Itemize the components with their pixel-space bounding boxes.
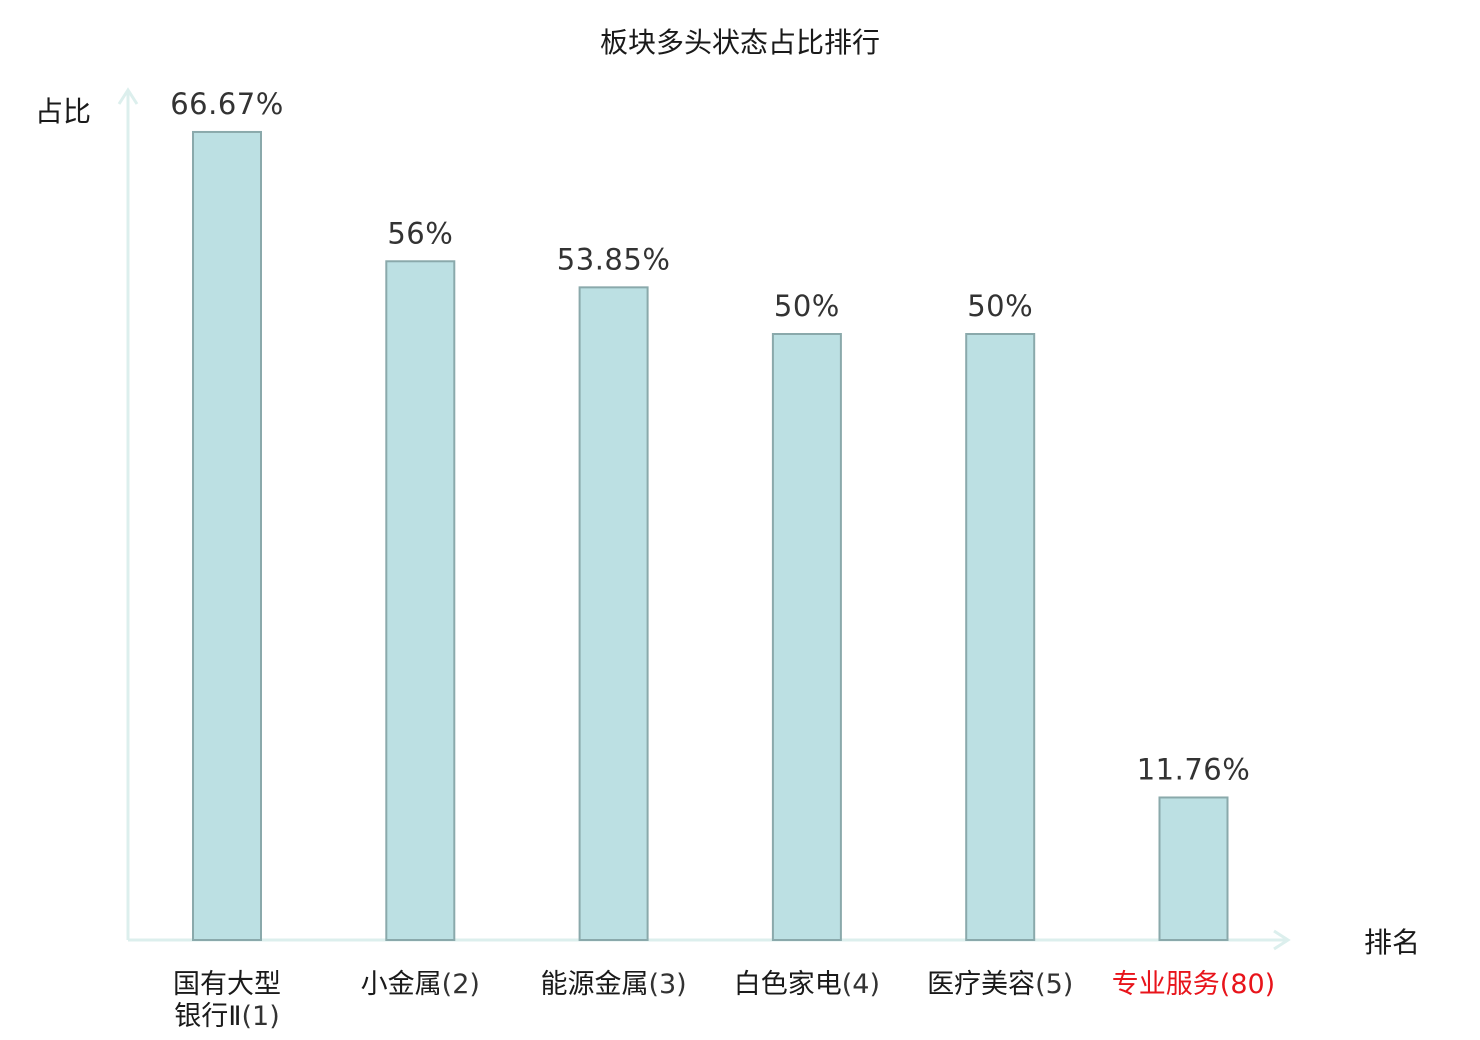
value-label-3: 53.85% xyxy=(557,242,671,276)
bar-5 xyxy=(965,333,1036,941)
category-rank: (3) xyxy=(648,969,686,1000)
category-rank: (5) xyxy=(1035,969,1073,1000)
category-rank: (4) xyxy=(842,969,880,1000)
category-name-line: 能源金属 xyxy=(540,969,648,1000)
bar-4 xyxy=(771,333,842,941)
category-labels: 国有大型银行Ⅱ(1) 小金属(2) 能源金属(3) 白色家电(4) 医疗美容(5) 专业服… xyxy=(173,969,1275,1032)
y-axis-arrow xyxy=(117,87,139,105)
value-labels: 66.67% 56% 53.85% 50% 50% 11.76% xyxy=(170,87,1250,787)
axes xyxy=(117,87,1291,951)
category-rank: (80) xyxy=(1220,969,1275,1000)
category-label-4: 白色家电(4) xyxy=(734,969,880,1000)
category-label-5: 医疗美容(5) xyxy=(927,969,1073,1000)
category-name-line: 医疗美容 xyxy=(927,969,1035,1000)
category-name-line: 白色家电 xyxy=(734,969,842,1000)
category-label-2: 小金属(2) xyxy=(361,969,480,1000)
category-rank: (2) xyxy=(442,969,480,1000)
category-label-3: 能源金属(3) xyxy=(540,969,686,1000)
bar-3 xyxy=(578,286,649,941)
value-label-6: 11.76% xyxy=(1137,752,1251,786)
category-name-line: 专业服务 xyxy=(1112,969,1220,1000)
category-label-6: 专业服务(80) xyxy=(1112,969,1275,1000)
value-label-2: 56% xyxy=(387,216,453,250)
value-label-5: 50% xyxy=(967,289,1033,323)
bar-6 xyxy=(1158,796,1229,942)
value-label-1: 66.67% xyxy=(170,87,284,121)
x-axis-arrow xyxy=(1273,929,1291,951)
category-label-1: 国有大型银行Ⅱ(1) xyxy=(173,969,281,1032)
category-name-line: 国有大型 xyxy=(173,969,281,1000)
y-axis-label: 占比 xyxy=(35,95,91,128)
category-name-line: 银行Ⅱ xyxy=(174,1001,241,1032)
bar-2 xyxy=(385,260,456,941)
bar-1 xyxy=(192,130,262,941)
chart-title: 板块多头状态占比排行 xyxy=(600,26,880,59)
x-axis-label: 排名 xyxy=(1364,926,1420,959)
bars xyxy=(192,130,1229,942)
category-name-line: 小金属 xyxy=(361,969,442,1000)
category-rank: (1) xyxy=(242,1001,280,1032)
value-label-4: 50% xyxy=(774,289,840,323)
